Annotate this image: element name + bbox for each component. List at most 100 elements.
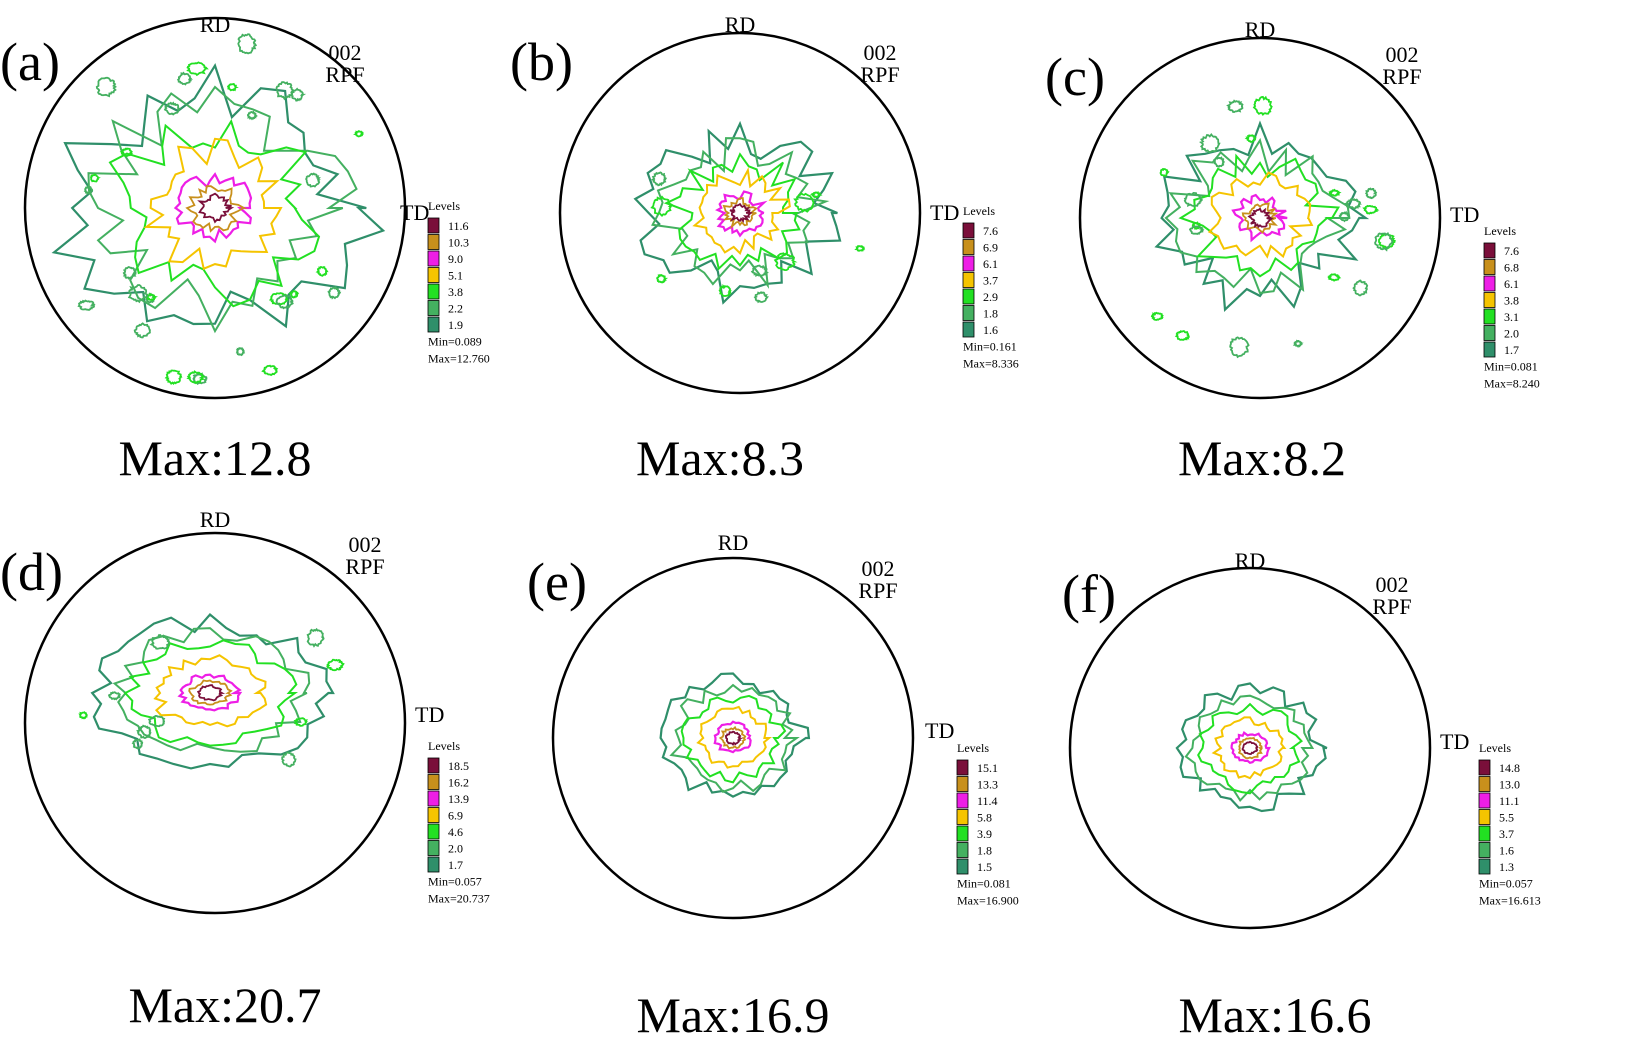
contour-islet <box>275 294 294 310</box>
level-value: 1.6 <box>1499 844 1514 858</box>
contour-islet <box>77 299 96 311</box>
contour-islet <box>753 291 770 304</box>
level-swatch <box>1478 825 1491 842</box>
pole-figure-circle <box>23 16 407 400</box>
contour-islet <box>127 284 149 304</box>
max-caption: Max:8.3 <box>636 430 804 486</box>
max-value: Max=16.613 <box>1479 894 1541 908</box>
level-value: 2.0 <box>1504 327 1519 341</box>
level-value: 3.7 <box>1499 827 1514 841</box>
contour-islet <box>1191 221 1202 231</box>
contour-group <box>1175 682 1328 813</box>
levels-title: Levels <box>1484 224 1516 238</box>
contour-islet <box>1292 339 1304 348</box>
contour-islet <box>650 171 668 187</box>
rd-label: RD <box>1245 17 1276 42</box>
contour-level-1 <box>196 684 226 702</box>
contour-islet <box>773 251 798 272</box>
contour-islet <box>1327 273 1342 282</box>
level-value: 3.9 <box>977 827 992 841</box>
figure-type-label: RPF <box>1382 64 1421 89</box>
panel-letter: (a) <box>0 32 60 92</box>
plane-label: 002 <box>349 532 382 557</box>
level-value: 3.8 <box>1504 294 1519 308</box>
levels-legend: Levels 18.5 16.2 13.9 6.9 4.6 2.0 1.7 Min=0.057 M… <box>427 739 490 906</box>
contour-level-6 <box>1184 694 1315 803</box>
levels-title: Levels <box>428 199 460 213</box>
contour-islet <box>281 751 297 768</box>
figure-type-label: RPF <box>325 62 364 87</box>
contour-level-3 <box>1230 730 1271 765</box>
contour-islet <box>326 658 345 672</box>
level-value: 15.1 <box>977 761 998 775</box>
panel-letter: (d) <box>0 542 63 602</box>
plane-label: 002 <box>862 556 895 581</box>
level-swatch <box>962 305 975 321</box>
td-label: TD <box>415 702 444 727</box>
contour-islet <box>237 33 258 55</box>
contour-islet <box>1328 188 1342 197</box>
rd-label: RD <box>718 530 749 555</box>
contour-level-5 <box>1178 153 1340 278</box>
contour-islet <box>750 264 769 278</box>
figure-type-label: RPF <box>345 554 384 579</box>
level-swatch <box>1478 776 1491 792</box>
contour-islet <box>1374 231 1394 252</box>
contour-islet <box>656 273 669 284</box>
level-swatch <box>427 856 440 873</box>
contour-group <box>1150 95 1396 359</box>
min-value: Min=0.057 <box>428 875 482 889</box>
contour-islet <box>246 110 259 121</box>
td-label: TD <box>930 200 959 225</box>
panel-letter: (f) <box>1062 564 1116 624</box>
level-value: 7.6 <box>983 224 998 238</box>
contour-level-6 <box>651 137 830 289</box>
level-value: 2.0 <box>448 842 463 856</box>
contour-islet <box>718 283 732 297</box>
level-value: 5.5 <box>1499 811 1514 825</box>
contour-islet <box>186 61 209 77</box>
level-value: 11.6 <box>448 219 469 233</box>
level-value: 1.7 <box>448 858 463 872</box>
level-value: 2.2 <box>448 302 463 316</box>
contour-group <box>659 672 811 798</box>
level-value: 1.6 <box>983 323 998 337</box>
plane-label: 002 <box>1376 572 1409 597</box>
contour-islet <box>1252 95 1274 117</box>
rd-label: RD <box>200 507 231 532</box>
level-swatch <box>962 222 975 239</box>
contour-islet <box>186 370 206 385</box>
contour-islet <box>275 81 296 101</box>
level-swatch <box>1478 809 1491 825</box>
contour-level-2 <box>1241 202 1279 234</box>
contour-level-3 <box>173 172 253 244</box>
contour-islet <box>83 185 94 195</box>
contour-islet <box>226 82 239 92</box>
contour-level-4 <box>143 137 283 271</box>
contour-islet <box>1174 330 1190 341</box>
min-value: Min=0.089 <box>428 335 482 349</box>
level-swatch <box>1483 259 1496 275</box>
contour-islet <box>176 71 193 86</box>
contour-islet <box>122 266 137 280</box>
level-swatch <box>1478 792 1491 809</box>
level-swatch <box>956 792 969 809</box>
level-value: 1.7 <box>1504 343 1519 357</box>
pole-figure-circle <box>1078 36 1442 400</box>
level-swatch <box>427 234 440 250</box>
level-swatch <box>427 774 440 790</box>
contour-level-7 <box>1175 682 1328 813</box>
level-swatch <box>962 272 975 288</box>
contour-level-3 <box>177 673 243 712</box>
contour-level-6 <box>669 683 800 793</box>
level-swatch <box>427 250 440 267</box>
level-swatch <box>427 757 440 774</box>
contour-level-4 <box>153 654 268 728</box>
level-swatch <box>956 842 969 858</box>
contour-level-1 <box>1247 207 1275 229</box>
